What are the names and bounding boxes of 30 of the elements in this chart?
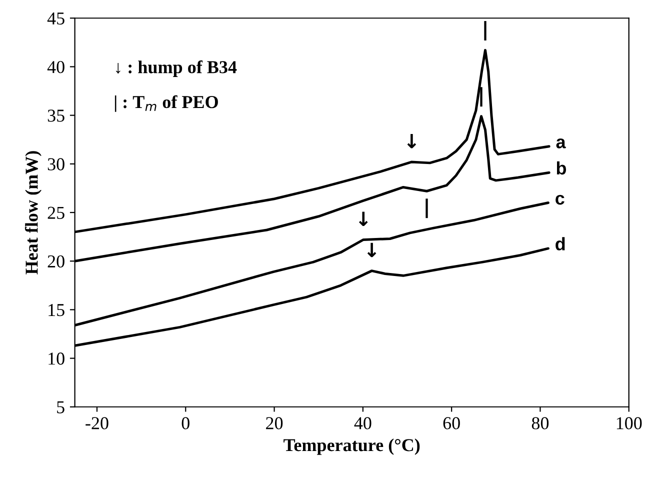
x-tick-label: 0 [182,417,190,430]
annotation: | [480,87,482,107]
series-label: d [556,237,565,250]
y-tick-label: 30 [48,158,64,170]
series-label: b [556,161,566,175]
x-tick-label: 80 [532,417,549,430]
y-tick-label: 40 [47,60,64,74]
y-tick-label: 20 [48,255,64,268]
series-label: a [556,138,566,148]
x-tick-label: 100 [616,417,642,430]
y-tick-label: 35 [48,110,64,122]
annotation: ↓ [358,212,368,226]
y-tick-label: 5 [57,401,64,414]
annotation: ↓ [367,242,376,258]
annotation: ↓ : hump of B34 [116,60,237,77]
annotation: ↓ [407,134,416,148]
annotation: | [484,21,486,40]
y-axis-title: Heat flow (mW) [24,151,42,274]
x-tick-label: 60 [443,417,460,430]
annotation: | [426,198,428,218]
y-tick-label: 25 [48,206,64,219]
series-label: c [556,194,564,205]
x-axis-title: Temperature (°C) [284,438,420,455]
x-tick-label: 40 [354,417,372,430]
y-tick-label: 15 [48,304,64,316]
x-tick-label: -20 [86,417,108,430]
annotation: | : T$_{m}$ of PEO [114,95,218,112]
y-tick-label: 10 [48,352,64,365]
x-tick-label: 20 [266,417,283,430]
y-tick-label: 45 [47,12,64,25]
